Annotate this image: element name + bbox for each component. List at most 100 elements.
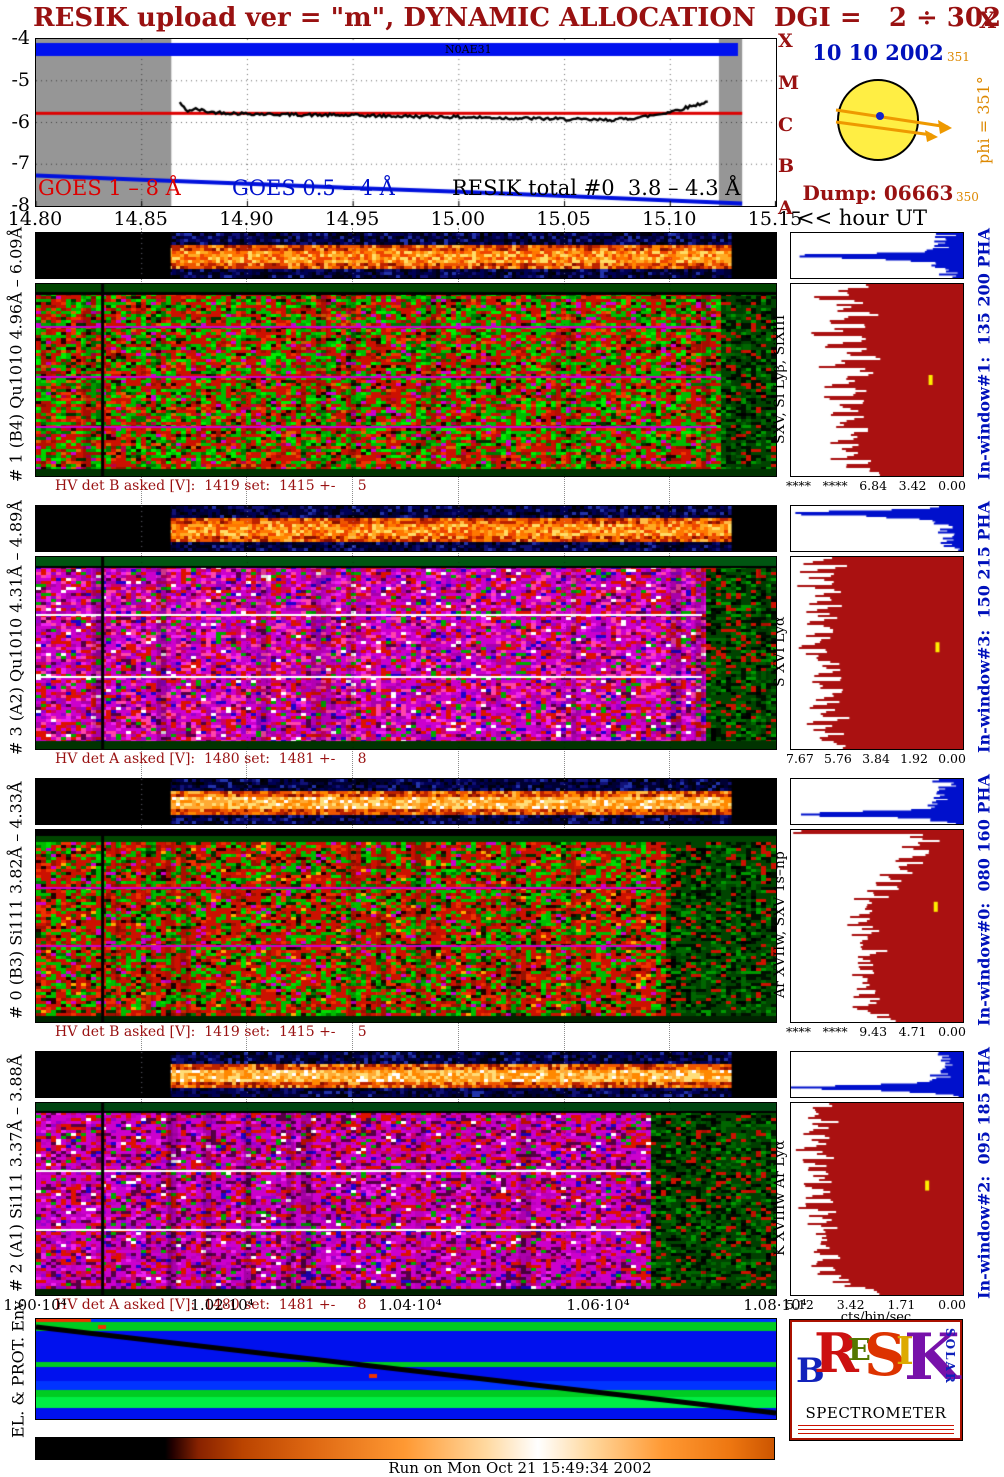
in-window-label: In-window#2: 095 185 PHA xyxy=(974,1047,994,1300)
histogram-scale-labels: **** **** 9.43 4.71 0.00 xyxy=(786,1024,966,1039)
hv-detector-label: HV det B asked [V]: 1419 set: 1415 +- 5 xyxy=(55,1024,367,1040)
logo-letter: R xyxy=(814,1321,859,1385)
wavelength-time-spectrogram xyxy=(35,283,777,477)
in-window-label: In-window#0: 080 160 PHA xyxy=(974,774,994,1027)
scale-tick: **** xyxy=(786,478,811,493)
goes-ytick: -6 xyxy=(11,110,30,133)
seconds-axis-tick: 1.06·10⁴ xyxy=(566,1296,630,1314)
phi-tick-bottom: 350 xyxy=(956,190,979,204)
scale-tick: **** xyxy=(822,478,848,493)
hv-detector-label: HV det B asked [V]: 1419 set: 1415 +- 5 xyxy=(55,478,367,494)
goes-flux-plot xyxy=(35,38,777,207)
pha-histogram-blue xyxy=(790,232,964,279)
gridline xyxy=(563,228,565,1296)
wavelength-time-spectrogram xyxy=(35,829,777,1023)
scale-tick: 3.42 xyxy=(836,1297,865,1312)
gridline xyxy=(352,228,354,1296)
goes-xtick: 14.90 xyxy=(219,208,274,230)
goes-ytick: -5 xyxy=(11,68,30,91)
legend-resik-total: RESIK total #0 3.8 – 4.3 Å xyxy=(452,176,741,200)
scale-tick: 5.76 xyxy=(824,751,852,766)
logo-spectrometer-text: SPECTROMETER xyxy=(805,1404,947,1422)
spectrogram-panel: # 0 (B3) Si111 3.82Å – 4.33Å HV det B as… xyxy=(0,774,1004,1051)
gridline xyxy=(246,228,248,1296)
goes-xtick: 15.05 xyxy=(536,208,591,230)
channel-wavelength-label: # 3 (A2) Qu1010 4.31Å – 4.89Å xyxy=(6,500,26,755)
sun-pointing-diagram xyxy=(835,79,952,161)
phi-tick-top: 351 xyxy=(947,50,970,64)
spectral-line-id-label: SXV, Si Lyβ, SiXIII xyxy=(772,314,788,444)
spectral-line-id-label: Ar XVIIw, SXV 1s–np xyxy=(772,851,788,999)
arrowhead-2-icon xyxy=(925,130,938,142)
scale-tick: 5.12 xyxy=(786,1297,814,1312)
pha-strip-spectrogram xyxy=(35,505,777,552)
env-intensity-strip xyxy=(35,1437,775,1460)
scale-tick: 3.42 xyxy=(898,478,927,493)
goes-xtick: 14.95 xyxy=(324,208,380,230)
legend-goes-05-4: GOES 0.5 – 4 Å xyxy=(232,176,395,200)
pha-strip-spectrogram xyxy=(35,1051,777,1098)
channel-wavelength-label: # 2 (A1) Si111 3.37Å – 3.88Å xyxy=(6,1054,26,1293)
close-x[interactable]: X xyxy=(979,8,997,34)
goes-class-letter: B xyxy=(778,155,795,178)
goes-xtick: 14.85 xyxy=(113,208,168,230)
pha-strip-spectrogram xyxy=(35,232,777,279)
scale-tick: 0.00 xyxy=(938,478,966,493)
logo-letter: K xyxy=(904,1320,960,1395)
scale-tick: 0.00 xyxy=(938,1297,966,1312)
pha-histogram-red xyxy=(790,556,964,750)
noaa-region-label: N0AE31 xyxy=(445,43,492,56)
scale-tick: 9.43 xyxy=(859,1024,888,1039)
logo-solar-text: SOLAR xyxy=(943,1328,957,1385)
scale-tick: 0.00 xyxy=(938,1024,966,1039)
run-timestamp: Run on Mon Oct 21 15:49:34 2002 xyxy=(388,1459,652,1477)
in-window-label: In-window#1: 135 200 PHA xyxy=(974,228,994,481)
scale-tick: **** xyxy=(786,1024,811,1039)
arrowhead-icon xyxy=(938,120,952,134)
scale-tick: 1.71 xyxy=(887,1297,916,1312)
seconds-axis-tick: 1.08·10⁴ xyxy=(743,1296,807,1314)
phi-angle-label: phi = 351° xyxy=(974,76,993,164)
logo-letter: B xyxy=(796,1351,825,1391)
logo-letter: E xyxy=(848,1333,871,1368)
goes-ytick: -8 xyxy=(11,194,30,216)
sun-disk xyxy=(837,79,919,161)
channel-wavelength-label: # 1 (B4) Qu1010 4.96Å – 6.09Å xyxy=(6,226,26,483)
legend-goes-1-8: GOES 1 – 8 Å xyxy=(38,176,181,200)
spectral-line-id-label: K XVIIIw Ar Lyα xyxy=(772,1140,788,1256)
histogram-scale-labels: 5.12 3.42 1.71 0.00 xyxy=(786,1297,966,1312)
hv-detector-label: HV det A asked [V]: 1480 set: 1481 +- 8 xyxy=(55,751,367,767)
pha-histogram-blue xyxy=(790,778,964,825)
pha-histogram-red xyxy=(790,829,964,1023)
logo-fine-print xyxy=(798,1425,954,1436)
goes-xtick: 15.00 xyxy=(430,208,486,230)
goes-xtick: 14.80 xyxy=(7,208,63,230)
wavelength-time-spectrogram xyxy=(35,1102,777,1296)
scale-tick: 0.00 xyxy=(938,751,966,766)
pointing-arrow-2 xyxy=(835,120,933,137)
spectrogram-panel: # 1 (B4) Qu1010 4.96Å – 6.09Å HV det B a… xyxy=(0,226,1004,505)
pointing-arrow xyxy=(835,108,949,129)
scale-tick: **** xyxy=(822,1024,848,1039)
page-title: RESIK upload ver = "m", DYNAMIC ALLOCATI… xyxy=(33,3,1004,33)
spectrogram-panel: # 2 (A1) Si111 3.37Å – 3.88Å HV det A as… xyxy=(0,1047,1004,1324)
gridline xyxy=(457,228,459,1296)
scale-tick: 6.84 xyxy=(859,478,888,493)
histogram-scale-labels: **** **** 6.84 3.42 0.00 xyxy=(786,478,966,493)
goes-class-letter: C xyxy=(778,113,794,136)
hv-detector-label: HV det A asked [V]: 1480 set: 1481 +- 8 xyxy=(55,1297,367,1313)
goes-xtick: 15.10 xyxy=(642,208,697,230)
wavelength-time-spectrogram xyxy=(35,556,777,750)
histogram-scale-labels: 7.67 5.76 3.84 1.92 0.00 xyxy=(786,751,966,766)
in-window-label: In-window#3: 150 215 PHA xyxy=(974,501,994,754)
scale-tick: 1.92 xyxy=(900,751,928,766)
pha-histogram-blue xyxy=(790,1051,964,1098)
dump-number: Dump: 06663 xyxy=(802,181,954,205)
goes-xtick: 15.15 xyxy=(747,208,803,230)
logo-letter: I xyxy=(896,1328,914,1373)
observation-date: 10 10 2002 xyxy=(812,40,944,65)
channel-wavelength-label: # 0 (B3) Si111 3.82Å – 4.33Å xyxy=(6,781,26,1020)
electron-proton-env-panel xyxy=(35,1318,777,1420)
goes-ytick: -4 xyxy=(11,27,30,49)
